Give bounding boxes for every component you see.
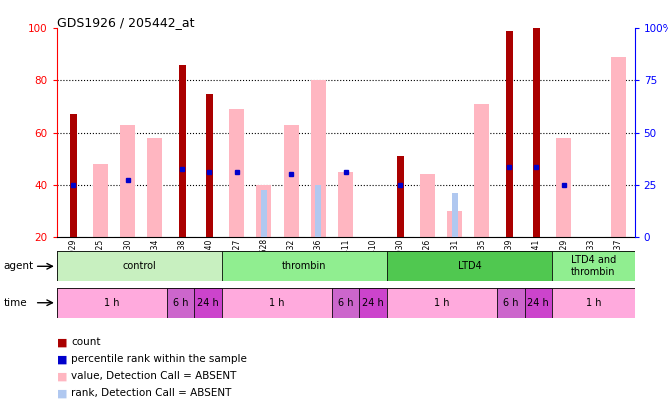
Text: 24 h: 24 h [528, 298, 549, 308]
Bar [257, 185, 271, 237]
Bar [179, 65, 186, 237]
Text: percentile rank within the sample: percentile rank within the sample [71, 354, 247, 364]
Bar [222, 288, 332, 318]
Bar [284, 125, 299, 237]
Bar [338, 172, 353, 237]
Text: agent: agent [3, 261, 33, 271]
Bar [452, 193, 458, 237]
Bar [222, 251, 387, 281]
Bar [552, 288, 635, 318]
Text: 6 h: 6 h [338, 298, 353, 308]
Bar [57, 251, 222, 281]
Bar [57, 288, 167, 318]
Text: time: time [3, 298, 27, 308]
Text: 24 h: 24 h [362, 298, 384, 308]
Bar [206, 94, 213, 237]
Text: ■: ■ [57, 371, 67, 381]
Text: 6 h: 6 h [173, 298, 188, 308]
Bar [387, 288, 497, 318]
Bar [359, 288, 387, 318]
Text: ■: ■ [57, 388, 67, 398]
Bar [552, 251, 635, 281]
Bar [533, 28, 540, 237]
Bar [497, 288, 524, 318]
Bar [506, 31, 512, 237]
Bar [474, 104, 490, 237]
Bar [397, 156, 403, 237]
Bar [387, 251, 552, 281]
Bar [194, 288, 222, 318]
Bar [167, 288, 194, 318]
Text: 1 h: 1 h [434, 298, 450, 308]
Text: ■: ■ [57, 337, 67, 347]
Bar [311, 81, 326, 237]
Text: ■: ■ [57, 354, 67, 364]
Text: GDS1926 / 205442_at: GDS1926 / 205442_at [57, 16, 194, 29]
Text: LTD4 and
thrombin: LTD4 and thrombin [570, 256, 616, 277]
Text: count: count [71, 337, 101, 347]
Bar [69, 114, 77, 237]
Bar [611, 57, 626, 237]
Bar [148, 138, 162, 237]
Text: rank, Detection Call = ABSENT: rank, Detection Call = ABSENT [71, 388, 232, 398]
Bar [120, 125, 135, 237]
Bar [261, 190, 267, 237]
Text: thrombin: thrombin [282, 261, 327, 271]
Text: 6 h: 6 h [503, 298, 518, 308]
Text: value, Detection Call = ABSENT: value, Detection Call = ABSENT [71, 371, 237, 381]
Text: control: control [122, 261, 156, 271]
Text: 1 h: 1 h [586, 298, 601, 308]
Bar [332, 288, 359, 318]
Text: 1 h: 1 h [104, 298, 120, 308]
Bar [93, 164, 108, 237]
Bar [524, 288, 552, 318]
Bar [315, 185, 321, 237]
Text: LTD4: LTD4 [458, 261, 482, 271]
Text: 24 h: 24 h [197, 298, 219, 308]
Bar [420, 175, 435, 237]
Bar [556, 138, 571, 237]
Text: 1 h: 1 h [269, 298, 285, 308]
Bar [229, 109, 244, 237]
Bar [447, 211, 462, 237]
